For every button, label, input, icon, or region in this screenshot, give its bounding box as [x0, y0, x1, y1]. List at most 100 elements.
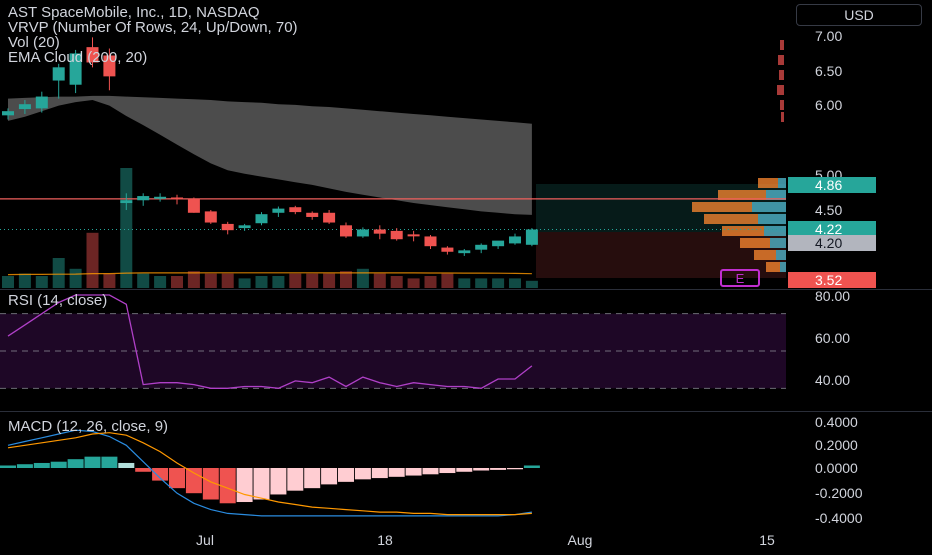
- candle-body: [52, 67, 65, 81]
- legend-vrvp[interactable]: VRVP (Number Of Rows, 24, Up/Down, 70): [8, 19, 298, 36]
- macd-histogram-bar: [152, 468, 169, 481]
- vrvp-bar-down: [692, 202, 752, 212]
- macd-histogram-bar: [490, 468, 507, 470]
- volume-bar: [255, 276, 268, 288]
- macd-histogram-bar: [135, 468, 152, 472]
- candle-body: [373, 229, 386, 234]
- macd-histogram-bar: [287, 468, 304, 491]
- time-axis-tick: 15: [759, 532, 775, 548]
- macd-axis-tick: 0.0000: [815, 460, 858, 476]
- candle-body: [509, 236, 521, 244]
- candle-body: [323, 212, 336, 223]
- volume-bar: [356, 268, 369, 288]
- macd-histogram-bar: [219, 468, 236, 504]
- legend-ema-cloud[interactable]: EMA Cloud (200, 20): [8, 49, 148, 66]
- candle-body: [475, 244, 488, 250]
- macd-histogram-bar: [33, 462, 50, 468]
- macd-histogram-bar: [169, 468, 185, 489]
- macd-histogram-bar: [67, 459, 84, 468]
- ema-cloud: [8, 95, 532, 215]
- volume-bar: [137, 273, 150, 288]
- volume-bar: [204, 273, 217, 288]
- candle-body: [120, 200, 133, 204]
- vrvp-bar-up: [776, 250, 786, 260]
- candle-body: [35, 96, 48, 109]
- price-axis[interactable]: 7.006.506.005.004.504.864.224.203.5280.0…: [788, 28, 876, 526]
- volume-bar: [52, 258, 65, 288]
- legend-macd[interactable]: MACD (12, 26, close, 9): [8, 418, 169, 435]
- macd-histogram-bar: [371, 468, 388, 479]
- currency-selector[interactable]: USD: [796, 4, 922, 26]
- macd-histogram-bar: [270, 468, 287, 495]
- candle-body: [18, 104, 31, 110]
- candle-body: [221, 223, 234, 231]
- macd-histogram-bar: [16, 464, 33, 468]
- candle-body: [2, 111, 14, 116]
- price-badge-label: 3.52: [815, 272, 842, 288]
- legend-volume[interactable]: Vol (20): [8, 34, 60, 51]
- macd-histogram-bar: [405, 468, 422, 476]
- volume-bar: [475, 278, 488, 288]
- vrvp-bar-down: [766, 262, 780, 272]
- volume-bar: [18, 273, 31, 288]
- volume-bar: [289, 273, 302, 288]
- macd-histogram-bar: [338, 468, 354, 482]
- candle-body: [69, 53, 82, 85]
- macd-histogram-bar: [101, 456, 118, 468]
- volume-bar: [171, 276, 183, 288]
- vrvp-bar-down: [718, 190, 766, 200]
- macd-histogram-bar: [456, 468, 473, 472]
- rsi-pane: [0, 294, 786, 389]
- price-badge: [788, 235, 876, 251]
- price-axis-tick: 6.00: [815, 97, 842, 113]
- macd-histogram-bar: [388, 468, 405, 477]
- macd-histogram-bar: [523, 465, 540, 468]
- legend-symbol[interactable]: AST SpaceMobile, Inc., 1D, NASDAQ: [8, 4, 260, 21]
- legend-rsi[interactable]: RSI (14, close): [8, 292, 108, 309]
- candle-body: [492, 240, 505, 247]
- price-badge-label: 4.86: [815, 177, 842, 193]
- volume-bar: [306, 273, 319, 288]
- vrvp-bar-top: [777, 85, 784, 95]
- candle-body: [525, 229, 538, 245]
- volume-bar: [238, 278, 251, 288]
- macd-line: [7, 429, 532, 517]
- candle-body: [238, 225, 251, 229]
- price-pane: E: [0, 37, 786, 288]
- candle-body: [458, 250, 471, 254]
- volume-bar: [2, 276, 14, 288]
- volume-bar: [509, 278, 521, 288]
- volume-bar: [373, 273, 386, 288]
- macd-histogram-bar: [354, 468, 371, 480]
- vrvp-bar-up: [764, 226, 786, 236]
- price-badge-label: 4.22: [815, 221, 842, 237]
- price-badge: [788, 177, 876, 193]
- volume-bar: [323, 273, 336, 288]
- volume-bar: [86, 232, 99, 288]
- vrvp-bar-up: [778, 178, 786, 188]
- candle-body: [356, 229, 369, 237]
- macd-axis-tick: 0.2000: [815, 437, 858, 453]
- candle-body: [272, 208, 285, 213]
- volume-bar: [69, 268, 82, 288]
- candle-body: [390, 230, 403, 240]
- vrvp-bar-up: [766, 190, 786, 200]
- candle-body: [407, 234, 420, 237]
- vrvp-bar-down: [722, 226, 764, 236]
- volume-bar: [221, 273, 234, 288]
- time-axis[interactable]: Jul 18 Aug 15: [196, 532, 775, 548]
- price-badge: [788, 221, 876, 237]
- macd-histogram-bar: [50, 461, 67, 468]
- volume-bar: [424, 276, 437, 288]
- candle-body: [306, 212, 319, 217]
- earnings-marker: [720, 269, 760, 287]
- time-axis-tick: Jul: [196, 532, 214, 548]
- vrvp-bar-up: [758, 214, 786, 224]
- volume-bar: [187, 271, 200, 288]
- macd-histogram-bar: [84, 456, 101, 468]
- vrvp-bar-top: [778, 55, 784, 65]
- rsi-band: [0, 313, 786, 389]
- candle-body: [441, 247, 454, 252]
